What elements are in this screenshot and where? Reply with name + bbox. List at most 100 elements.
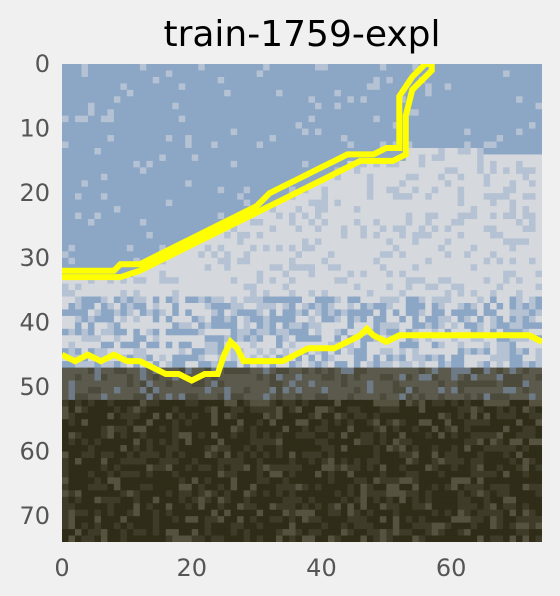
heatmap-cell xyxy=(198,483,206,491)
heatmap-cell xyxy=(438,199,446,207)
heatmap-cell xyxy=(470,296,478,304)
heatmap-cell xyxy=(250,135,258,143)
heatmap-cell xyxy=(152,406,160,414)
heatmap-cell xyxy=(230,464,238,472)
heatmap-cell xyxy=(191,367,199,375)
heatmap-cell xyxy=(405,464,413,472)
heatmap-cell xyxy=(373,96,381,104)
heatmap-cell xyxy=(347,283,355,291)
heatmap-cell xyxy=(172,386,180,394)
heatmap-cell xyxy=(178,361,186,369)
heatmap-cell xyxy=(496,477,504,485)
heatmap-cell xyxy=(302,335,309,343)
heatmap-cell xyxy=(217,386,225,394)
heatmap-cell xyxy=(146,367,154,375)
heatmap-cell xyxy=(347,361,355,369)
heatmap-cell xyxy=(405,277,413,285)
heatmap-cell xyxy=(263,180,271,188)
heatmap-cell xyxy=(321,315,329,323)
heatmap-cell xyxy=(373,115,381,123)
heatmap-cell xyxy=(256,154,264,162)
heatmap-cell xyxy=(360,412,368,420)
heatmap-cell xyxy=(366,451,374,459)
heatmap-cell xyxy=(308,470,316,478)
heatmap-cell xyxy=(74,451,82,459)
heatmap-cell xyxy=(302,296,309,304)
heatmap-cell xyxy=(522,470,530,478)
heatmap-cell xyxy=(289,141,297,149)
heatmap-cell xyxy=(198,76,206,84)
heatmap-cell xyxy=(250,167,258,175)
heatmap-cell xyxy=(62,244,69,252)
heatmap-cell xyxy=(321,374,329,382)
heatmap-cell xyxy=(256,115,264,123)
heatmap-cell xyxy=(431,199,439,207)
heatmap-cell xyxy=(185,83,193,91)
heatmap-cell xyxy=(386,290,394,298)
heatmap-cell xyxy=(347,296,355,304)
heatmap-cell xyxy=(529,451,537,459)
heatmap-cell xyxy=(399,335,407,343)
heatmap-cell xyxy=(146,458,154,465)
heatmap-cell xyxy=(503,438,511,446)
heatmap-cell xyxy=(100,380,108,388)
heatmap-cell xyxy=(191,432,199,440)
heatmap-cell xyxy=(444,477,452,485)
heatmap-cell xyxy=(237,432,245,440)
heatmap-cell xyxy=(451,290,459,298)
heatmap-cell xyxy=(418,219,426,226)
heatmap-cell xyxy=(347,154,355,162)
heatmap-cell xyxy=(431,322,439,330)
heatmap-cell xyxy=(425,315,433,323)
heatmap-cell xyxy=(444,425,452,433)
heatmap-cell xyxy=(87,445,95,453)
heatmap-cell xyxy=(314,141,322,149)
heatmap-cell xyxy=(314,212,322,220)
heatmap-cell xyxy=(386,490,394,498)
heatmap-cell xyxy=(477,96,485,104)
heatmap-cell xyxy=(314,470,322,478)
heatmap-cell xyxy=(321,154,329,162)
heatmap-cell xyxy=(457,167,465,175)
heatmap-cell xyxy=(314,348,322,356)
heatmap-cell xyxy=(347,96,355,104)
heatmap-cell xyxy=(457,154,465,162)
heatmap-cell xyxy=(412,322,420,330)
heatmap-cell xyxy=(438,451,446,459)
heatmap-cell xyxy=(360,141,368,149)
heatmap-cell xyxy=(503,432,511,440)
heatmap-cell xyxy=(379,348,387,356)
heatmap-cell xyxy=(269,96,277,104)
heatmap-cell xyxy=(444,264,452,272)
heatmap-cell xyxy=(191,380,199,388)
heatmap-cell xyxy=(451,458,459,465)
heatmap-cell xyxy=(451,303,459,310)
heatmap-cell xyxy=(295,470,303,478)
heatmap-cell xyxy=(139,167,147,175)
heatmap-cell xyxy=(405,135,413,143)
heatmap-cell xyxy=(230,193,238,201)
heatmap-cell xyxy=(185,399,193,407)
heatmap-cell xyxy=(68,406,76,414)
heatmap-cell xyxy=(250,70,258,78)
heatmap-cell xyxy=(172,64,180,71)
heatmap-cell xyxy=(321,70,329,78)
heatmap-cell xyxy=(152,386,160,394)
heatmap-cell xyxy=(237,406,245,414)
heatmap-cell xyxy=(165,303,173,310)
heatmap-cell xyxy=(74,251,82,259)
heatmap-cell xyxy=(243,438,251,446)
heatmap-cell xyxy=(302,425,309,433)
heatmap-cell xyxy=(327,251,335,259)
heatmap-cell xyxy=(373,212,381,220)
heatmap-cell xyxy=(107,283,115,291)
heatmap-cell xyxy=(139,419,147,427)
heatmap-cell xyxy=(431,296,439,304)
heatmap-cell xyxy=(431,303,439,310)
heatmap-cell xyxy=(483,147,491,155)
heatmap-cell xyxy=(211,438,219,446)
heatmap-cell xyxy=(100,393,108,401)
heatmap-cell xyxy=(211,89,219,97)
heatmap-cell xyxy=(399,419,407,427)
heatmap-cell xyxy=(399,412,407,420)
